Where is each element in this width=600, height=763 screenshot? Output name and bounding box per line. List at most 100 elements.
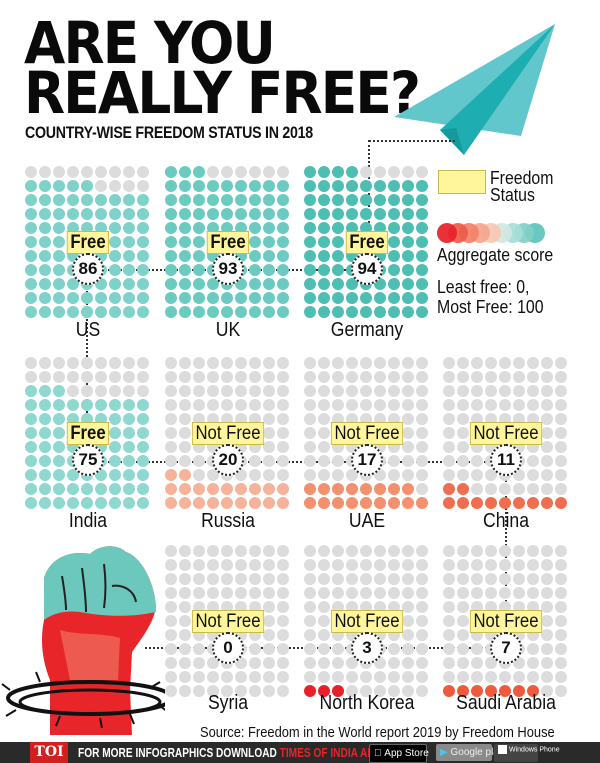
score-dot bbox=[193, 469, 205, 481]
score-dot bbox=[207, 306, 219, 318]
score-dot bbox=[235, 545, 247, 557]
windows-phone-badge[interactable]: Windows Phone bbox=[494, 744, 560, 762]
google-play-badge[interactable]: ▶ Google play bbox=[436, 744, 504, 761]
score-dot bbox=[95, 292, 107, 304]
score-dot bbox=[67, 371, 79, 383]
score-dot bbox=[388, 587, 400, 599]
score-dot bbox=[235, 371, 247, 383]
score-dot bbox=[416, 413, 428, 425]
score-dot bbox=[332, 371, 344, 383]
score-dot bbox=[471, 573, 483, 585]
score-dot bbox=[123, 194, 135, 206]
score-dot bbox=[39, 222, 51, 234]
score-dot bbox=[541, 441, 553, 453]
score-dot bbox=[318, 180, 330, 192]
score-dot bbox=[207, 587, 219, 599]
score-dot bbox=[318, 587, 330, 599]
score-dot bbox=[193, 545, 205, 557]
score-dot bbox=[416, 166, 428, 178]
score-dot bbox=[402, 413, 414, 425]
score-dot bbox=[207, 292, 219, 304]
score-dot bbox=[137, 194, 149, 206]
score-dot bbox=[193, 657, 205, 669]
score-dot bbox=[123, 306, 135, 318]
score-dot bbox=[388, 385, 400, 397]
score-dot bbox=[402, 643, 414, 655]
score-dot bbox=[457, 357, 469, 369]
score-dot bbox=[388, 194, 400, 206]
score-dot bbox=[235, 357, 247, 369]
score-dot bbox=[277, 441, 289, 453]
toi-logo[interactable]: TOI bbox=[30, 742, 68, 763]
score-dot bbox=[67, 292, 79, 304]
score-dot bbox=[39, 166, 51, 178]
score-dot bbox=[318, 236, 330, 248]
score-dot bbox=[207, 385, 219, 397]
score-dot bbox=[137, 497, 149, 509]
score-dot bbox=[485, 657, 497, 669]
country-label: India bbox=[68, 510, 108, 532]
score-dot bbox=[235, 483, 247, 495]
footer-promo-app-name[interactable]: TIMES OF INDIA APP bbox=[279, 745, 381, 760]
score-dot bbox=[304, 427, 316, 439]
score-dot bbox=[555, 413, 567, 425]
score-dot bbox=[416, 573, 428, 585]
app-store-badge[interactable]:  App Store bbox=[369, 744, 429, 763]
score-dot bbox=[109, 357, 121, 369]
score-dot bbox=[53, 399, 65, 411]
score-dot bbox=[346, 166, 358, 178]
score-dot bbox=[221, 483, 233, 495]
score-dot bbox=[332, 250, 344, 262]
score-dot bbox=[318, 371, 330, 383]
score-dot bbox=[332, 469, 344, 481]
score-dot bbox=[318, 643, 330, 655]
score-dot bbox=[402, 208, 414, 220]
score-dot bbox=[179, 685, 191, 697]
score-dot bbox=[555, 671, 567, 683]
score-dot bbox=[402, 222, 414, 234]
score-dot bbox=[555, 615, 567, 627]
score-dot bbox=[53, 166, 65, 178]
score-dot bbox=[39, 385, 51, 397]
score-dot bbox=[416, 559, 428, 571]
score-dot bbox=[457, 497, 469, 509]
score-dot bbox=[179, 180, 191, 192]
score-dot bbox=[277, 278, 289, 290]
score-dot bbox=[443, 371, 455, 383]
score-dot bbox=[207, 194, 219, 206]
score-dot bbox=[137, 371, 149, 383]
score-dot bbox=[416, 643, 428, 655]
score-dot bbox=[25, 222, 37, 234]
score-dot bbox=[416, 264, 428, 276]
score-dot bbox=[277, 685, 289, 697]
score-dot bbox=[332, 264, 344, 276]
title-line-2: REALLY FREE? bbox=[24, 59, 421, 127]
score-dot bbox=[332, 385, 344, 397]
score-dot bbox=[332, 573, 344, 585]
score-dot bbox=[263, 413, 275, 425]
score-dot bbox=[137, 357, 149, 369]
score-dot bbox=[416, 601, 428, 613]
score-dot bbox=[53, 278, 65, 290]
score-dot bbox=[402, 483, 414, 495]
score-dot bbox=[304, 469, 316, 481]
score-dot bbox=[25, 469, 37, 481]
aggregate-score-circle: 17 bbox=[351, 444, 383, 476]
freedom-status-badge: Free bbox=[66, 231, 110, 254]
score-dot bbox=[443, 357, 455, 369]
score-dot bbox=[95, 306, 107, 318]
score-dot bbox=[471, 469, 483, 481]
score-dot bbox=[318, 629, 330, 641]
score-dot bbox=[332, 685, 344, 697]
score-dot bbox=[457, 559, 469, 571]
score-dot bbox=[277, 399, 289, 411]
score-dot bbox=[555, 385, 567, 397]
score-dot bbox=[388, 180, 400, 192]
score-dot bbox=[388, 166, 400, 178]
score-dot bbox=[541, 385, 553, 397]
score-dot bbox=[221, 587, 233, 599]
score-dot bbox=[485, 483, 497, 495]
score-dot bbox=[541, 615, 553, 627]
score-dot bbox=[193, 497, 205, 509]
score-dot bbox=[207, 208, 219, 220]
